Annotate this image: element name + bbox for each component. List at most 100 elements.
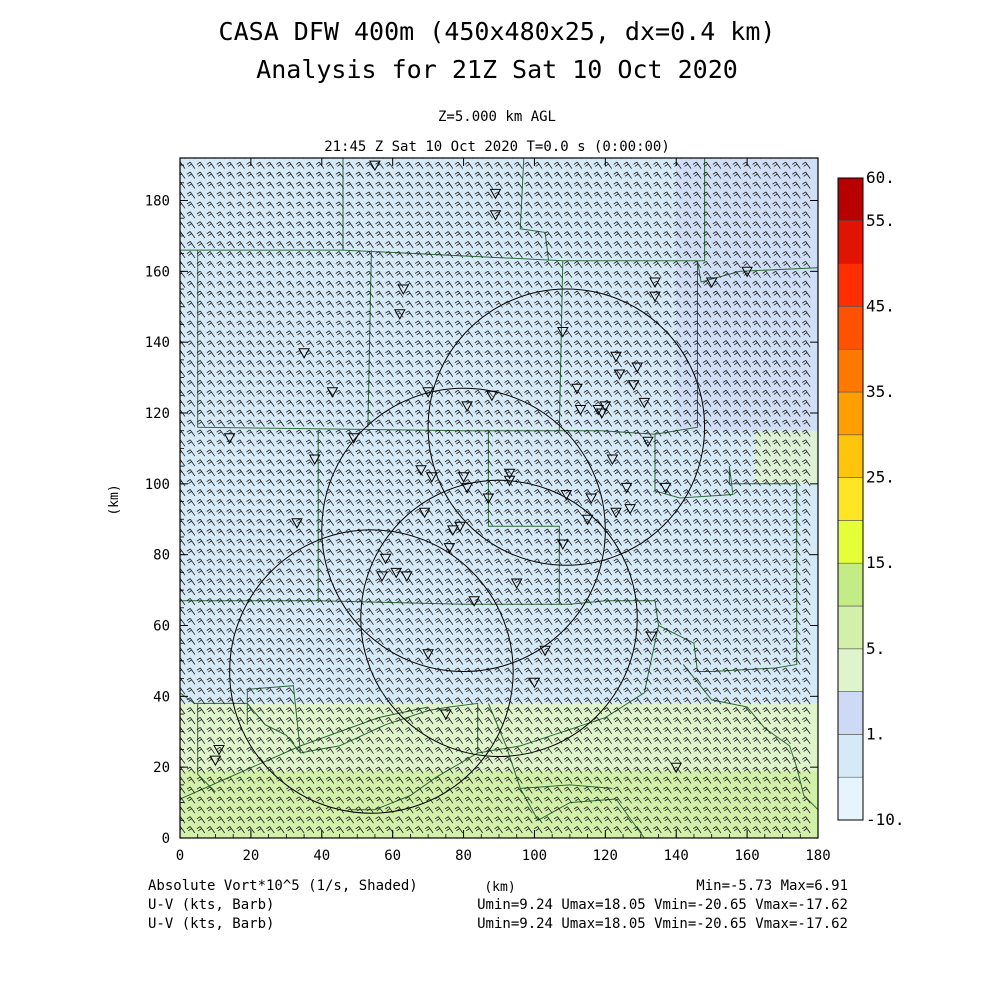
wind-barb — [365, 766, 374, 774]
wind-barb — [186, 608, 196, 616]
wind-barb — [196, 707, 206, 715]
wind-barb — [375, 538, 384, 546]
wind-barb — [285, 637, 295, 645]
wind-barb — [226, 171, 235, 179]
wind-barb — [345, 360, 355, 368]
wind-barb — [365, 419, 374, 427]
wind-barb — [385, 736, 394, 745]
wind-barb — [246, 340, 255, 348]
wind-barb — [226, 548, 235, 556]
wind-barb — [206, 677, 216, 685]
wind-barb — [256, 816, 265, 824]
wind-barb — [206, 727, 216, 735]
wind-barb — [375, 419, 384, 427]
wind-barb — [236, 449, 245, 457]
wind-barb — [345, 776, 355, 784]
wind-barb — [305, 409, 315, 417]
wind-barb — [266, 191, 275, 199]
wind-barb — [276, 181, 285, 189]
wind-barb — [246, 270, 255, 278]
wind-barb — [216, 568, 226, 576]
wind-barb — [365, 260, 374, 269]
wind-barb — [295, 667, 305, 675]
wind-barb — [276, 290, 285, 298]
wind-barb — [345, 508, 355, 516]
wind-barb — [196, 697, 206, 705]
wind-barb — [325, 161, 335, 169]
wind-barb — [256, 479, 265, 487]
colorbar-tick-label: 25. — [866, 468, 895, 487]
wind-barb — [385, 786, 394, 794]
wind-barb — [206, 419, 216, 427]
wind-barb — [226, 399, 235, 407]
wind-barb — [256, 379, 265, 388]
wind-barb — [246, 419, 255, 427]
colorbar-cell — [837, 177, 864, 222]
wind-barb — [226, 320, 235, 328]
colorbar-cell — [837, 348, 864, 393]
wind-barb — [295, 300, 305, 308]
x-tick-label: 40 — [313, 848, 330, 864]
wind-barb — [375, 300, 384, 308]
wind-barb — [355, 608, 364, 616]
wind-barb — [246, 816, 255, 824]
wind-barb — [385, 469, 394, 477]
wind-barb — [246, 379, 255, 388]
wind-barb — [295, 776, 305, 784]
wind-barb — [256, 558, 265, 566]
wind-barb — [295, 161, 305, 169]
wind-barb — [206, 816, 216, 824]
wind-barb — [365, 310, 374, 318]
wind-barb — [285, 479, 295, 487]
wind-barb — [385, 360, 394, 368]
wind-barb — [246, 201, 255, 209]
wind-barb — [325, 806, 335, 814]
wind-barb — [256, 449, 265, 457]
wind-barb — [355, 727, 364, 735]
wind-barb — [305, 429, 315, 437]
x-tick-label: 60 — [384, 848, 401, 864]
wind-barb — [196, 518, 206, 526]
wind-barb — [285, 736, 295, 745]
wind-barb — [305, 280, 315, 288]
wind-barb — [305, 379, 315, 388]
wind-barb — [305, 647, 315, 655]
wind-barb — [256, 191, 265, 199]
wind-barb — [246, 766, 255, 774]
wind-barb — [256, 697, 265, 705]
wind-barb — [305, 538, 315, 546]
wind-barb — [375, 449, 384, 457]
wind-barb — [186, 221, 196, 229]
wind-barb — [186, 231, 196, 239]
wind-barb — [365, 201, 374, 209]
wind-barb — [335, 826, 345, 834]
wind-barb — [196, 578, 206, 586]
wind-barb — [355, 350, 364, 358]
wind-barb — [385, 707, 394, 715]
wind-barb — [365, 508, 374, 516]
wind-barb — [345, 687, 355, 695]
wind-barb — [315, 627, 325, 635]
wind-barb — [236, 727, 245, 735]
wind-barb — [186, 518, 196, 526]
wind-barb — [305, 518, 315, 526]
wind-barb — [325, 568, 335, 576]
wind-barb — [266, 231, 275, 239]
wind-barb — [295, 459, 305, 467]
wind-barb — [236, 201, 245, 209]
wind-barb — [236, 647, 245, 655]
wind-barb — [196, 717, 206, 725]
wind-barb — [345, 449, 355, 457]
wind-barb — [315, 796, 325, 804]
y-tick-label: 180 — [145, 194, 170, 210]
wind-barb — [375, 746, 384, 754]
wind-barb — [226, 231, 235, 239]
wind-barb — [355, 270, 364, 278]
wind-barb — [325, 637, 335, 645]
wind-barb — [236, 707, 245, 715]
shading-band — [180, 770, 818, 838]
wind-barb — [196, 409, 206, 417]
wind-barb — [385, 300, 394, 308]
wind-barb — [335, 528, 345, 536]
wind-barb — [375, 826, 384, 834]
